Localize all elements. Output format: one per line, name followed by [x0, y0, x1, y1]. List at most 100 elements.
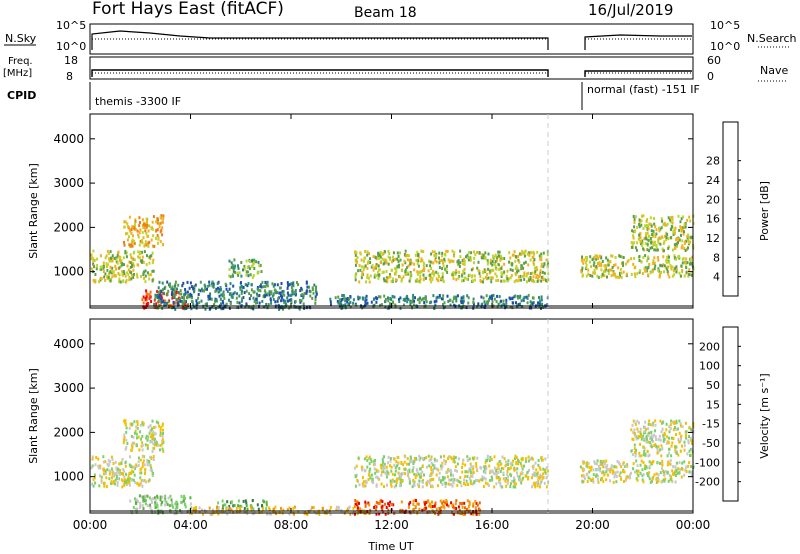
data-cell: [520, 264, 523, 268]
data-cell: [446, 500, 448, 504]
data-cell: [538, 254, 541, 258]
data-cell: [179, 289, 182, 293]
data-cell: [364, 468, 367, 472]
data-cell: [475, 467, 478, 471]
data-cell: [683, 460, 686, 464]
data-cell: [148, 431, 151, 435]
data-cell: [193, 290, 195, 294]
data-cell: [91, 256, 93, 260]
data-cell: [643, 425, 646, 429]
data-cell: [214, 299, 217, 303]
freq-tick-high: 18: [64, 54, 78, 67]
data-cell: [127, 268, 130, 272]
data-cell: [468, 273, 471, 277]
data-cell: [98, 484, 101, 488]
data-cell: [514, 259, 517, 263]
data-cell: [468, 502, 471, 506]
data-cell: [685, 261, 688, 265]
data-cell: [128, 235, 130, 239]
data-cell: [285, 302, 287, 306]
data-cell: [516, 471, 518, 475]
velocity-ylabel: Slant Range [km]: [27, 368, 40, 464]
data-cell: [638, 255, 641, 258]
data-cell: [155, 443, 158, 447]
data-cell: [233, 291, 236, 295]
data-cell: [461, 279, 463, 283]
data-cell: [675, 265, 678, 269]
data-cell: [666, 435, 669, 439]
data-cell: [228, 267, 231, 271]
data-cell: [490, 261, 493, 265]
data-cell: [651, 479, 653, 483]
data-cell: [355, 503, 358, 507]
data-cell: [355, 303, 358, 307]
data-cell: [173, 296, 176, 299]
data-cell: [130, 228, 133, 231]
data-cell: [130, 271, 133, 275]
nsky-tick-high: 10^5: [56, 19, 86, 32]
data-cell: [149, 257, 152, 260]
data-cell: [388, 252, 391, 255]
data-cell: [514, 454, 517, 458]
data-cell: [632, 262, 635, 266]
data-cell: [457, 479, 460, 483]
data-cell: [673, 243, 676, 247]
data-cell: [613, 475, 616, 479]
data-cell: [525, 457, 528, 461]
data-cell: [125, 280, 127, 284]
data-cell: [487, 299, 490, 303]
data-cell: [647, 473, 649, 477]
data-cell: [666, 267, 669, 271]
data-cell: [437, 484, 439, 488]
data-cell: [641, 241, 644, 245]
data-cell: [680, 229, 683, 233]
data-cell: [654, 443, 657, 447]
data-cell: [161, 422, 164, 426]
data-cell: [198, 506, 201, 510]
data-cell: [100, 479, 103, 483]
data-cell: [109, 270, 112, 274]
data-cell: [126, 481, 129, 485]
data-cell: [282, 289, 285, 293]
data-cell: [444, 462, 447, 466]
data-cell: [143, 479, 146, 483]
data-cell: [632, 462, 635, 466]
data-cell: [114, 274, 116, 278]
data-cell: [151, 244, 154, 248]
data-cell: [656, 461, 659, 465]
data-cell: [225, 287, 228, 291]
data-cell: [472, 467, 475, 471]
data-cell: [529, 276, 532, 279]
data-cell: [540, 264, 543, 268]
data-cell: [544, 471, 547, 475]
data-cell: [161, 424, 164, 428]
data-cell: [430, 461, 433, 465]
data-cell: [157, 241, 159, 245]
data-cell: [446, 249, 449, 253]
data-cell: [111, 476, 113, 480]
data-cell: [642, 480, 645, 484]
data-cell: [152, 458, 155, 461]
data-cell: [104, 460, 107, 464]
data-cell: [243, 264, 246, 268]
data-cell: [430, 455, 433, 459]
data-cell: [244, 499, 247, 503]
data-cell: [116, 261, 119, 265]
data-cell: [509, 256, 512, 260]
data-cell: [171, 500, 173, 504]
data-cell: [389, 457, 392, 461]
data-cell: [207, 294, 210, 298]
data-cell: [237, 499, 240, 503]
data-cell: [90, 267, 93, 271]
data-cell: [221, 499, 224, 503]
data-cell: [598, 254, 601, 258]
data-cell: [181, 284, 184, 288]
data-cell: [134, 218, 137, 222]
data-cell: [375, 264, 378, 268]
data-cell: [490, 280, 493, 284]
data-cell: [409, 302, 412, 306]
data-cell: [669, 427, 672, 430]
data-cell: [607, 261, 610, 265]
data-cell: [662, 478, 665, 482]
data-cell: [480, 295, 483, 299]
